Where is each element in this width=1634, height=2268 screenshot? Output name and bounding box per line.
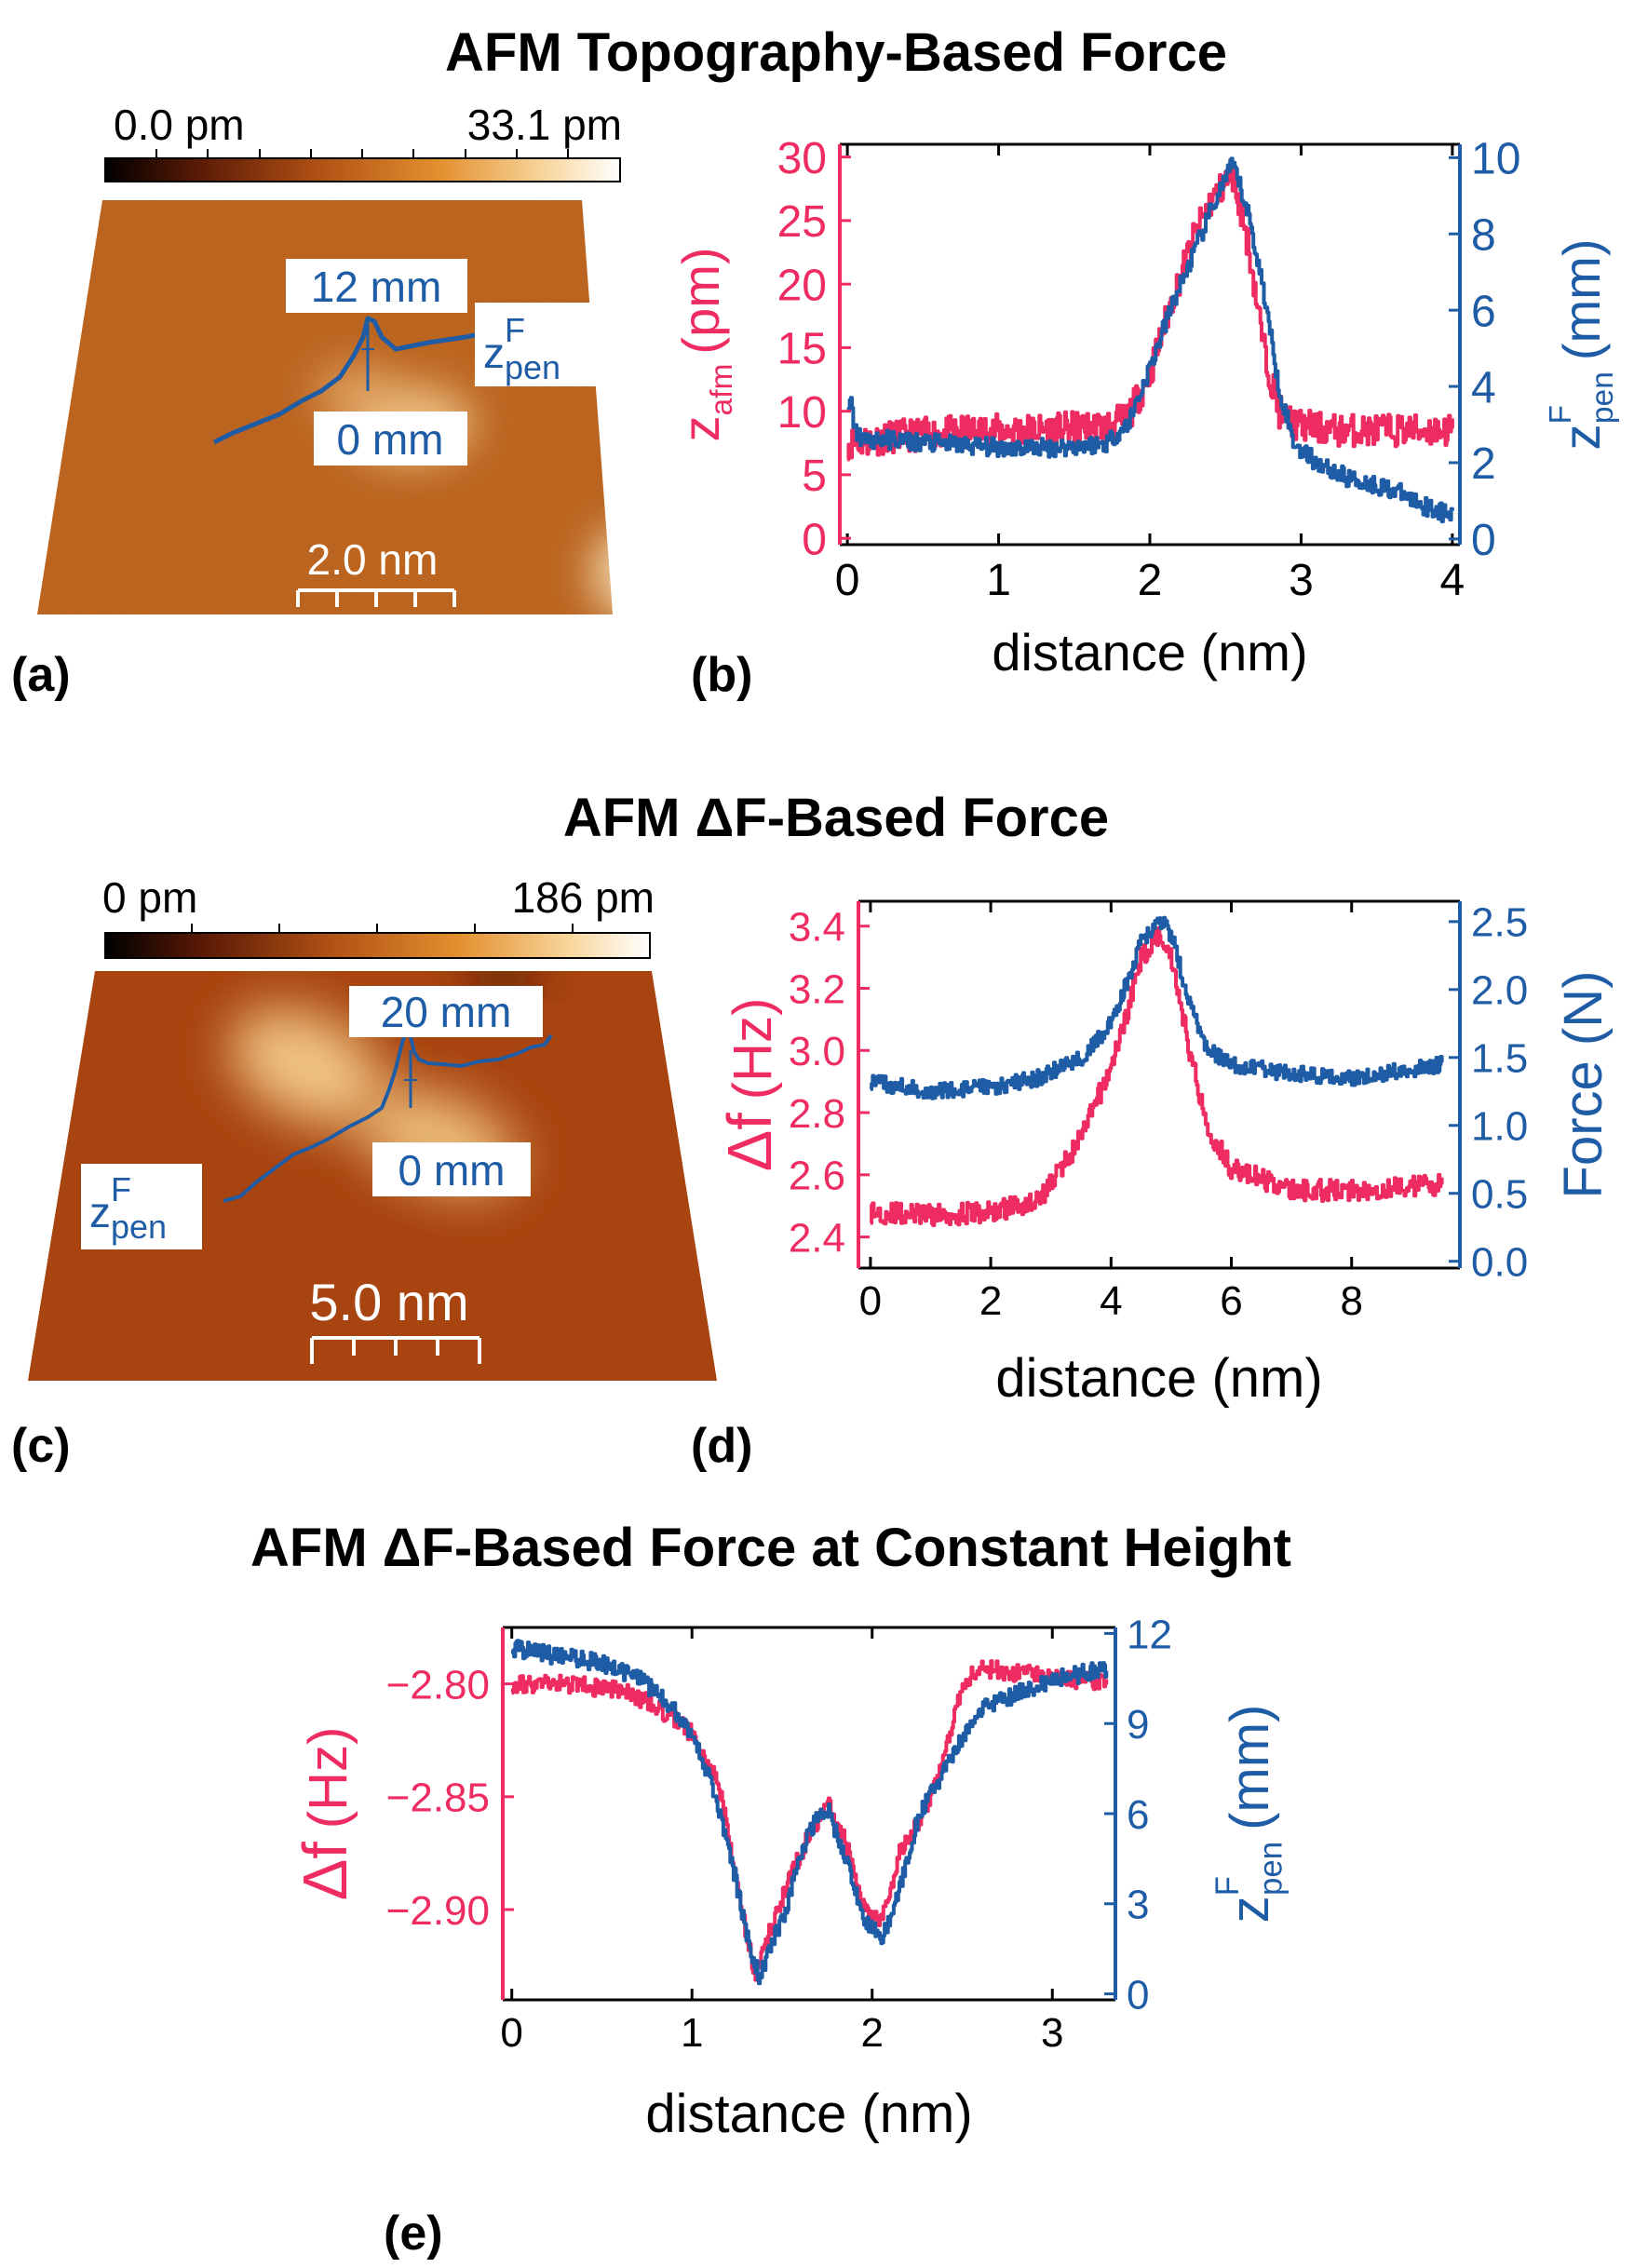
series-Δf-line <box>870 925 1444 1227</box>
y-right-tick-label: 0 <box>1127 1972 1149 2018</box>
y-right-axis-label: zF pen(mm) <box>1209 1705 1289 1924</box>
afm-c-scalebar-label: 5.0 nm <box>309 1273 468 1331</box>
y-left-tick-label: 30 <box>777 134 827 183</box>
afm-a-label-top: 12 mm <box>311 263 442 311</box>
series-z_pen-line <box>846 156 1454 524</box>
y-right-tick-label: 6 <box>1471 287 1496 336</box>
y-right-tick-label: 9 <box>1127 1702 1149 1748</box>
y-left-tick-label: 2.8 <box>789 1091 845 1137</box>
y-right-tick-label: 1.5 <box>1471 1036 1528 1082</box>
colorbar-a-ticks <box>155 149 569 158</box>
y-left-tick-label: 20 <box>777 261 827 310</box>
colorbar-c <box>104 932 651 959</box>
y-right-tick-label: 8 <box>1471 211 1496 261</box>
y-right-tick-label: 0.5 <box>1471 1172 1528 1218</box>
x-tick-label: 0 <box>500 2010 522 2056</box>
y-right-tick-label: 6 <box>1127 1792 1149 1838</box>
series-z_pen-line <box>510 1639 1109 1986</box>
y-right-tick-label: 12 <box>1127 1612 1172 1657</box>
y-left-tick-label: 3.4 <box>789 905 845 951</box>
panel-label-c: (c) <box>11 1419 71 1473</box>
y-left-tick-label: −2.85 <box>386 1775 490 1821</box>
x-tick-label: 4 <box>1440 556 1465 605</box>
y-left-tick-label: 3.2 <box>789 966 845 1012</box>
y-right-tick-label: 3 <box>1127 1883 1149 1928</box>
colorbar-a <box>104 157 621 182</box>
afm-c-label-top: 20 mm <box>381 988 512 1036</box>
x-axis-label: distance (nm) <box>645 2084 972 2144</box>
afm-a-scalebar <box>296 588 456 607</box>
y-left-tick-label: 0 <box>802 515 827 564</box>
y-left-tick-label: 10 <box>777 388 827 438</box>
x-tick-label: 2 <box>860 2010 883 2056</box>
x-tick-label: 0 <box>859 1278 882 1324</box>
y-left-tick-label: −2.90 <box>386 1888 490 1934</box>
series-z_afm-line <box>846 164 1454 462</box>
colorbar-c-max: 186 pm <box>512 873 655 922</box>
series-Δf-line <box>510 1659 1109 1982</box>
y-right-tick-label: 10 <box>1471 135 1520 184</box>
x-tick-label: 6 <box>1220 1278 1242 1324</box>
y-right-tick-label: 1.0 <box>1471 1104 1528 1150</box>
y-left-axis-label: Δf(Hz) <box>716 998 785 1172</box>
y-right-tick-label: 0 <box>1471 516 1496 565</box>
y-left-tick-label: −2.80 <box>386 1662 490 1708</box>
panel-label-a: (a) <box>11 648 71 702</box>
y-right-tick-label: 2.0 <box>1471 968 1528 1014</box>
y-left-tick-label: 25 <box>777 197 827 247</box>
x-tick-label: 2 <box>1138 556 1163 605</box>
y-left-tick-label: 2.6 <box>789 1154 845 1199</box>
x-tick-label: 3 <box>1041 2010 1063 2056</box>
y-left-tick-label: 15 <box>777 325 827 374</box>
y-left-axis-label: Δf(Hz) <box>291 1727 360 1901</box>
colorbar-c-min: 0 pm <box>102 873 197 922</box>
afm-c-label-bottom: 0 mm <box>398 1146 506 1195</box>
afm-a-scalebar-label: 2.0 nm <box>307 535 439 584</box>
y-right-axis-label: zF pen(mm) <box>1544 239 1620 451</box>
x-tick-label: 2 <box>979 1278 1002 1324</box>
y-left-tick-label: 2.4 <box>789 1215 845 1261</box>
panel-label-e: (e) <box>384 2207 443 2261</box>
x-tick-label: 3 <box>1289 556 1314 605</box>
y-right-tick-label: 4 <box>1471 363 1496 412</box>
afm-c-profile-line <box>223 1024 553 1203</box>
x-tick-label: 4 <box>1100 1278 1122 1324</box>
colorbar-a-min: 0.0 pm <box>114 101 245 149</box>
afm-c-molecule-upper <box>229 1007 385 1125</box>
y-right-tick-label: 2.5 <box>1471 900 1528 946</box>
panel-label-b: (b) <box>691 648 752 702</box>
afm-image-c: 0 pm 186 pm 20 mm 0 mm zF pen 5.0 nm <box>28 873 717 1381</box>
x-axis-label: distance (nm) <box>992 623 1307 682</box>
section-title-bottom: AFM ΔF-Based Force at Constant Height <box>250 1518 1291 1578</box>
colorbar-c-ticks <box>191 924 574 933</box>
panel-label-d: (d) <box>691 1419 752 1473</box>
y-right-axis-label: Force (N) <box>1553 971 1614 1199</box>
y-left-tick-label: 5 <box>802 452 827 501</box>
series-Force-line <box>870 915 1444 1100</box>
y-left-tick-label: 3.0 <box>789 1029 845 1074</box>
x-tick-label: 1 <box>986 556 1011 605</box>
afm-c-scalebar <box>310 1336 481 1364</box>
x-tick-label: 0 <box>835 556 860 605</box>
section-title-middle: AFM ΔF-Based Force <box>563 788 1109 848</box>
x-tick-label: 1 <box>681 2010 703 2056</box>
y-left-axis-label: zafm(pm) <box>671 247 739 441</box>
colorbar-a-max: 33.1 pm <box>467 101 622 149</box>
y-right-tick-label: 0.0 <box>1471 1240 1528 1286</box>
afm-a-zpen-label: zF pen <box>483 311 560 386</box>
afm-image-a: 0.0 pm 33.1 pm 12 mm 0 mm zF pen 2.0 nm <box>37 101 622 614</box>
afm-c-zpen-label: zF pen <box>89 1170 167 1246</box>
x-axis-label: distance (nm) <box>995 1348 1322 1409</box>
chart-d: 0 2 4 6 8 2.4 2.6 2.8 3.0 3.2 3.4 0.0 0.5 1.0 1.5 2.0 2.… <box>716 899 1614 1409</box>
section-title-top: AFM Topography-Based Force <box>445 22 1227 83</box>
y-right-tick-label: 2 <box>1471 439 1496 489</box>
x-tick-label: 8 <box>1340 1278 1362 1324</box>
afm-a-label-bottom: 0 mm <box>337 415 444 464</box>
